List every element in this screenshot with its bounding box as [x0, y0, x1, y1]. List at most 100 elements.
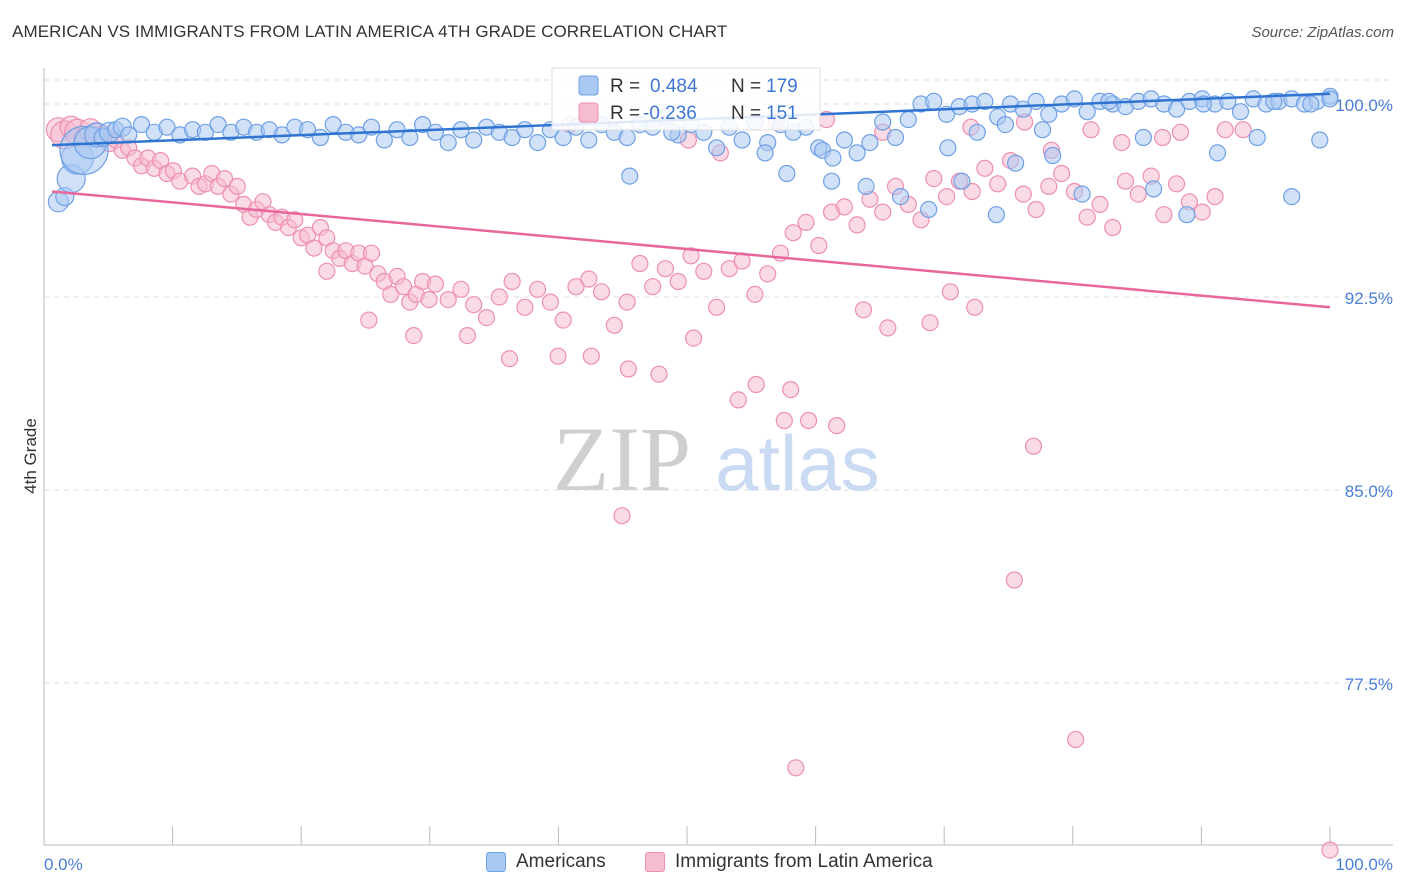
immigrants-point-61 — [465, 296, 483, 314]
watermark: ZIP atlas — [553, 408, 880, 510]
immigrants-point-161 — [1321, 841, 1339, 859]
americans-point-71 — [886, 128, 905, 147]
immigrants-point-115 — [1155, 206, 1173, 224]
y-axis-title: 4th Grade — [21, 418, 40, 494]
immigrants-point-58 — [426, 275, 444, 293]
immigrants-point-57 — [420, 291, 438, 309]
immigrants-points — [45, 110, 1339, 859]
watermark-zip: ZIP — [553, 408, 691, 510]
americans-point-121 — [1134, 128, 1153, 147]
americans-point-59 — [733, 131, 751, 149]
immigrants-point-76 — [656, 260, 675, 278]
americans-point-50 — [618, 128, 636, 147]
americans-point-112 — [857, 177, 875, 195]
y-tick-label-3: 77.5% — [1345, 675, 1393, 694]
americans-point-47 — [580, 131, 598, 149]
immigrants-point-157 — [1082, 121, 1100, 139]
americans-point-72 — [899, 110, 917, 129]
immigrants-point-64 — [503, 272, 521, 291]
immigrants-point-48 — [362, 244, 381, 262]
y-tick-label-2: 85.0% — [1345, 482, 1393, 501]
americans-point-126 — [1283, 188, 1301, 206]
immigrants-point-139 — [966, 298, 984, 316]
americans-point-57 — [707, 139, 726, 157]
immigrants-point-147 — [1113, 134, 1131, 152]
immigrants-point-75 — [644, 278, 662, 296]
legend-top-n-value-1: 179 — [766, 76, 798, 97]
legend-top-r-label-1: R = — [610, 76, 640, 97]
immigrants-point-105 — [1027, 200, 1045, 219]
immigrants-point-137 — [921, 314, 939, 332]
immigrants-point-127 — [619, 360, 638, 378]
americans-point-106 — [621, 167, 639, 185]
americans-point-111 — [824, 149, 842, 167]
immigrants-point-68 — [554, 311, 572, 329]
immigrants-point-100 — [963, 182, 981, 201]
americans-point-32 — [388, 121, 406, 139]
immigrants-point-128 — [650, 365, 668, 383]
grid-lines — [44, 79, 1393, 684]
americans-point-29 — [350, 126, 368, 144]
americans-point-41 — [503, 128, 521, 147]
immigrants-point-86 — [784, 224, 802, 242]
immigrants-point-25 — [215, 170, 234, 188]
immigrants-point-88 — [810, 236, 828, 255]
americans-point-115 — [939, 139, 957, 157]
americans-point-129 — [996, 115, 1015, 134]
immigrants-point-123 — [458, 327, 476, 345]
immigrants-point-136 — [879, 319, 897, 337]
americans-point-93 — [1167, 100, 1186, 118]
immigrants-point-119 — [1206, 188, 1224, 206]
americans-point-36 — [439, 134, 457, 152]
americans-point-68 — [848, 144, 866, 162]
immigrants-point-129 — [684, 329, 703, 347]
immigrants-point-36 — [286, 211, 304, 229]
immigrants-point-133 — [799, 411, 818, 430]
y-tick-label-0: 100.0% — [1335, 96, 1393, 115]
legend-top-n-value-2: 151 — [766, 103, 798, 124]
immigrants-point-63 — [490, 288, 508, 306]
americans-point-120 — [1073, 185, 1091, 203]
americans-swatch — [486, 852, 506, 872]
legend-top-r-value-1: 0.484 — [650, 76, 698, 97]
americans-point-70 — [874, 113, 892, 131]
immigrants-point-67 — [541, 293, 560, 311]
americans-point-116 — [953, 172, 971, 190]
immigrants-point-78 — [682, 247, 700, 265]
americans-point-14 — [158, 118, 176, 136]
americans-point-122 — [1144, 180, 1163, 198]
americans-point-42 — [516, 121, 534, 139]
immigrants-point-97 — [925, 170, 943, 188]
americans-point-123 — [1178, 206, 1196, 224]
x-tick-labels: 0.0% 100.0% — [44, 855, 1393, 874]
americans-point-134 — [1302, 95, 1320, 113]
immigrants-point-91 — [848, 216, 866, 234]
americans-point-109 — [778, 164, 796, 183]
immigrants-point-101 — [976, 159, 994, 177]
immigrants-point-71 — [592, 283, 611, 301]
americans-point-43 — [528, 134, 547, 152]
americans-point-78 — [976, 92, 994, 111]
immigrants-point-120 — [318, 262, 336, 280]
immigrants-point-106 — [1040, 177, 1058, 195]
legend-top-n-label-2: N = — [731, 103, 761, 124]
x-tick-label-1: 100.0% — [1335, 855, 1393, 874]
americans-point-125 — [1248, 128, 1266, 147]
americans-point-12 — [132, 115, 151, 134]
legend-item-immigrants[interactable]: Immigrants from Latin America — [645, 851, 933, 873]
immigrants-point-81 — [720, 260, 738, 278]
immigrants-point-104 — [1014, 185, 1032, 203]
source-label: Source: ZipAtlas.com — [1251, 24, 1394, 41]
immigrants-point-74 — [631, 254, 649, 273]
immigrants-point-113 — [1129, 185, 1147, 203]
immigrants-point-90 — [835, 198, 854, 216]
immigrants-point-70 — [580, 270, 598, 288]
immigrants-point-98 — [937, 188, 956, 206]
watermark-atlas: atlas — [715, 419, 880, 507]
americans-point-35 — [426, 123, 444, 141]
immigrants-point-53 — [394, 278, 413, 296]
immigrants-point-73 — [618, 293, 636, 311]
legend-item-americans[interactable]: Americans — [486, 851, 606, 873]
immigrants-point-130 — [729, 391, 747, 409]
